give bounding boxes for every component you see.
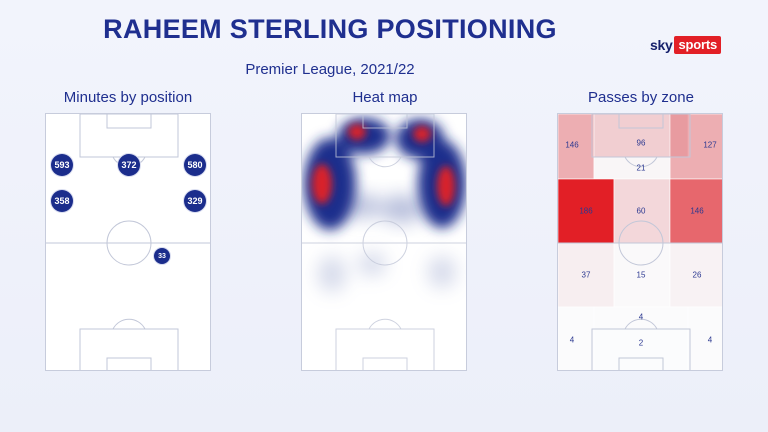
top-penalty-arc <box>368 156 402 168</box>
pass-zone-value: 146 <box>565 140 579 150</box>
pass-zone-tile <box>669 178 722 244</box>
pass-zone-value: 26 <box>692 270 702 280</box>
heat-pitch-markings <box>302 114 466 370</box>
bottom-penalty-arc <box>368 318 402 330</box>
top-six-yard-box <box>106 114 152 129</box>
pass-zone-tile <box>558 242 615 308</box>
top-penalty-arc <box>624 156 658 168</box>
pass-zone-tile <box>669 242 722 308</box>
heat-map-graphic <box>304 118 466 292</box>
minutes-pitch: 593 372 580 358 329 33 <box>45 113 211 371</box>
pass-zone-value: 96 <box>636 138 646 148</box>
minutes-badge-central-mid: 33 <box>154 248 170 264</box>
bottom-penalty-arc <box>112 318 146 330</box>
minutes-panel-title: Minutes by position <box>63 89 193 106</box>
logo-sky-text: sky <box>650 37 673 53</box>
pass-zone-value: 2 <box>638 338 644 348</box>
pass-zone-value: 127 <box>703 140 717 150</box>
minutes-badge-attacking-mid: 372 <box>118 154 140 176</box>
minutes-badge-right-wing: 580 <box>184 154 206 176</box>
top-penalty-box <box>591 114 691 158</box>
bottom-penalty-box <box>335 328 435 370</box>
pass-zone-value: 37 <box>581 270 591 280</box>
pass-zone-value: 21 <box>636 163 646 173</box>
minutes-badge-left-wing: 593 <box>51 154 73 176</box>
pass-zone-value: 60 <box>636 206 646 216</box>
bottom-six-yard-box <box>362 357 408 370</box>
minutes-badge-right-mid: 329 <box>184 190 206 212</box>
pass-zone-value: 146 <box>690 206 704 216</box>
pass-zone-value: 4 <box>638 312 644 322</box>
minutes-badge-left-mid: 358 <box>51 190 73 212</box>
pass-zone-value: 15 <box>636 270 646 280</box>
centre-circle <box>618 220 664 266</box>
pass-zone-value: 186 <box>579 206 593 216</box>
top-penalty-box <box>79 114 179 158</box>
top-penalty-box <box>335 114 435 158</box>
sky-sports-logo: sky sports <box>650 36 721 54</box>
logo-sports-text: sports <box>674 36 721 54</box>
passes-pitch: 146 96 127 21 186 60 146 37 15 26 4 4 2 4 <box>557 113 723 371</box>
bottom-six-yard-box <box>106 357 152 370</box>
pass-zone-value: 4 <box>569 335 575 345</box>
centre-circle <box>362 220 408 266</box>
passes-panel-title: Passes by zone <box>588 89 694 106</box>
heat-map-pitch <box>301 113 467 371</box>
pass-zone-value: 4 <box>707 335 713 345</box>
bottom-penalty-box <box>79 328 179 370</box>
pass-zone-tile <box>558 306 595 370</box>
pass-zone-tile <box>687 306 722 370</box>
top-six-yard-box <box>618 114 664 129</box>
passes-pitch-markings <box>558 114 722 370</box>
bottom-penalty-box <box>591 328 691 370</box>
pass-zone-tile <box>669 114 722 180</box>
chart-title: RAHEEM STERLING POSITIONING <box>103 14 557 44</box>
bottom-penalty-arc <box>624 318 658 330</box>
chart-subtitle: Premier League, 2021/22 <box>245 61 415 78</box>
top-six-yard-box <box>362 114 408 129</box>
centre-circle <box>106 220 152 266</box>
pitch-markings <box>46 114 210 370</box>
bottom-six-yard-box <box>618 357 664 370</box>
heat-panel-title: Heat map <box>352 89 418 106</box>
